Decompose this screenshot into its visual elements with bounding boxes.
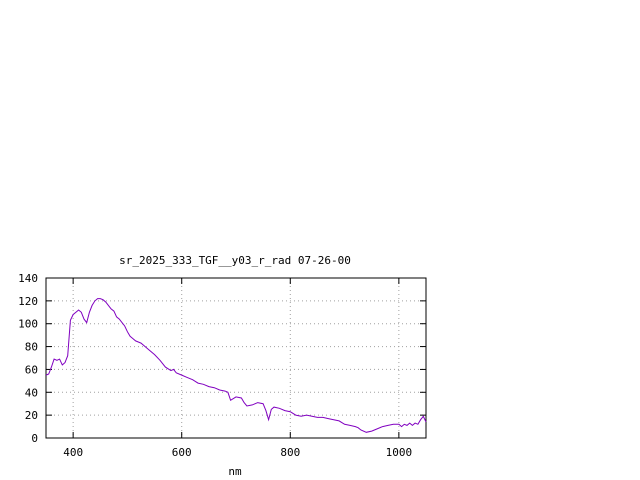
y-tick-label: 60 — [25, 363, 38, 376]
y-tick-label: 120 — [18, 295, 38, 308]
grid — [46, 278, 426, 438]
tick-labels: 0 20 40 60 80 100 120 140 400 600 800 1000 — [18, 272, 412, 459]
y-tick-label: 80 — [25, 341, 38, 354]
series-line — [45, 298, 427, 433]
x-tick-label: 600 — [172, 446, 192, 459]
y-tick-label: 140 — [18, 272, 38, 285]
y-tick-label: 40 — [25, 386, 38, 399]
x-axis-label: nm — [228, 465, 242, 478]
x-tick-label: 800 — [280, 446, 300, 459]
plot-frame — [45, 277, 427, 439]
y-tick-label: 100 — [18, 318, 38, 331]
chart-title: sr_2025_333_TGF__y03_r_rad 07-26-00 — [119, 254, 351, 267]
x-tick-label: 400 — [63, 446, 83, 459]
axis-ticks — [46, 277, 426, 439]
x-tick-label: 1000 — [386, 446, 413, 459]
y-tick-label: 0 — [31, 432, 38, 445]
y-tick-label: 20 — [25, 409, 38, 422]
